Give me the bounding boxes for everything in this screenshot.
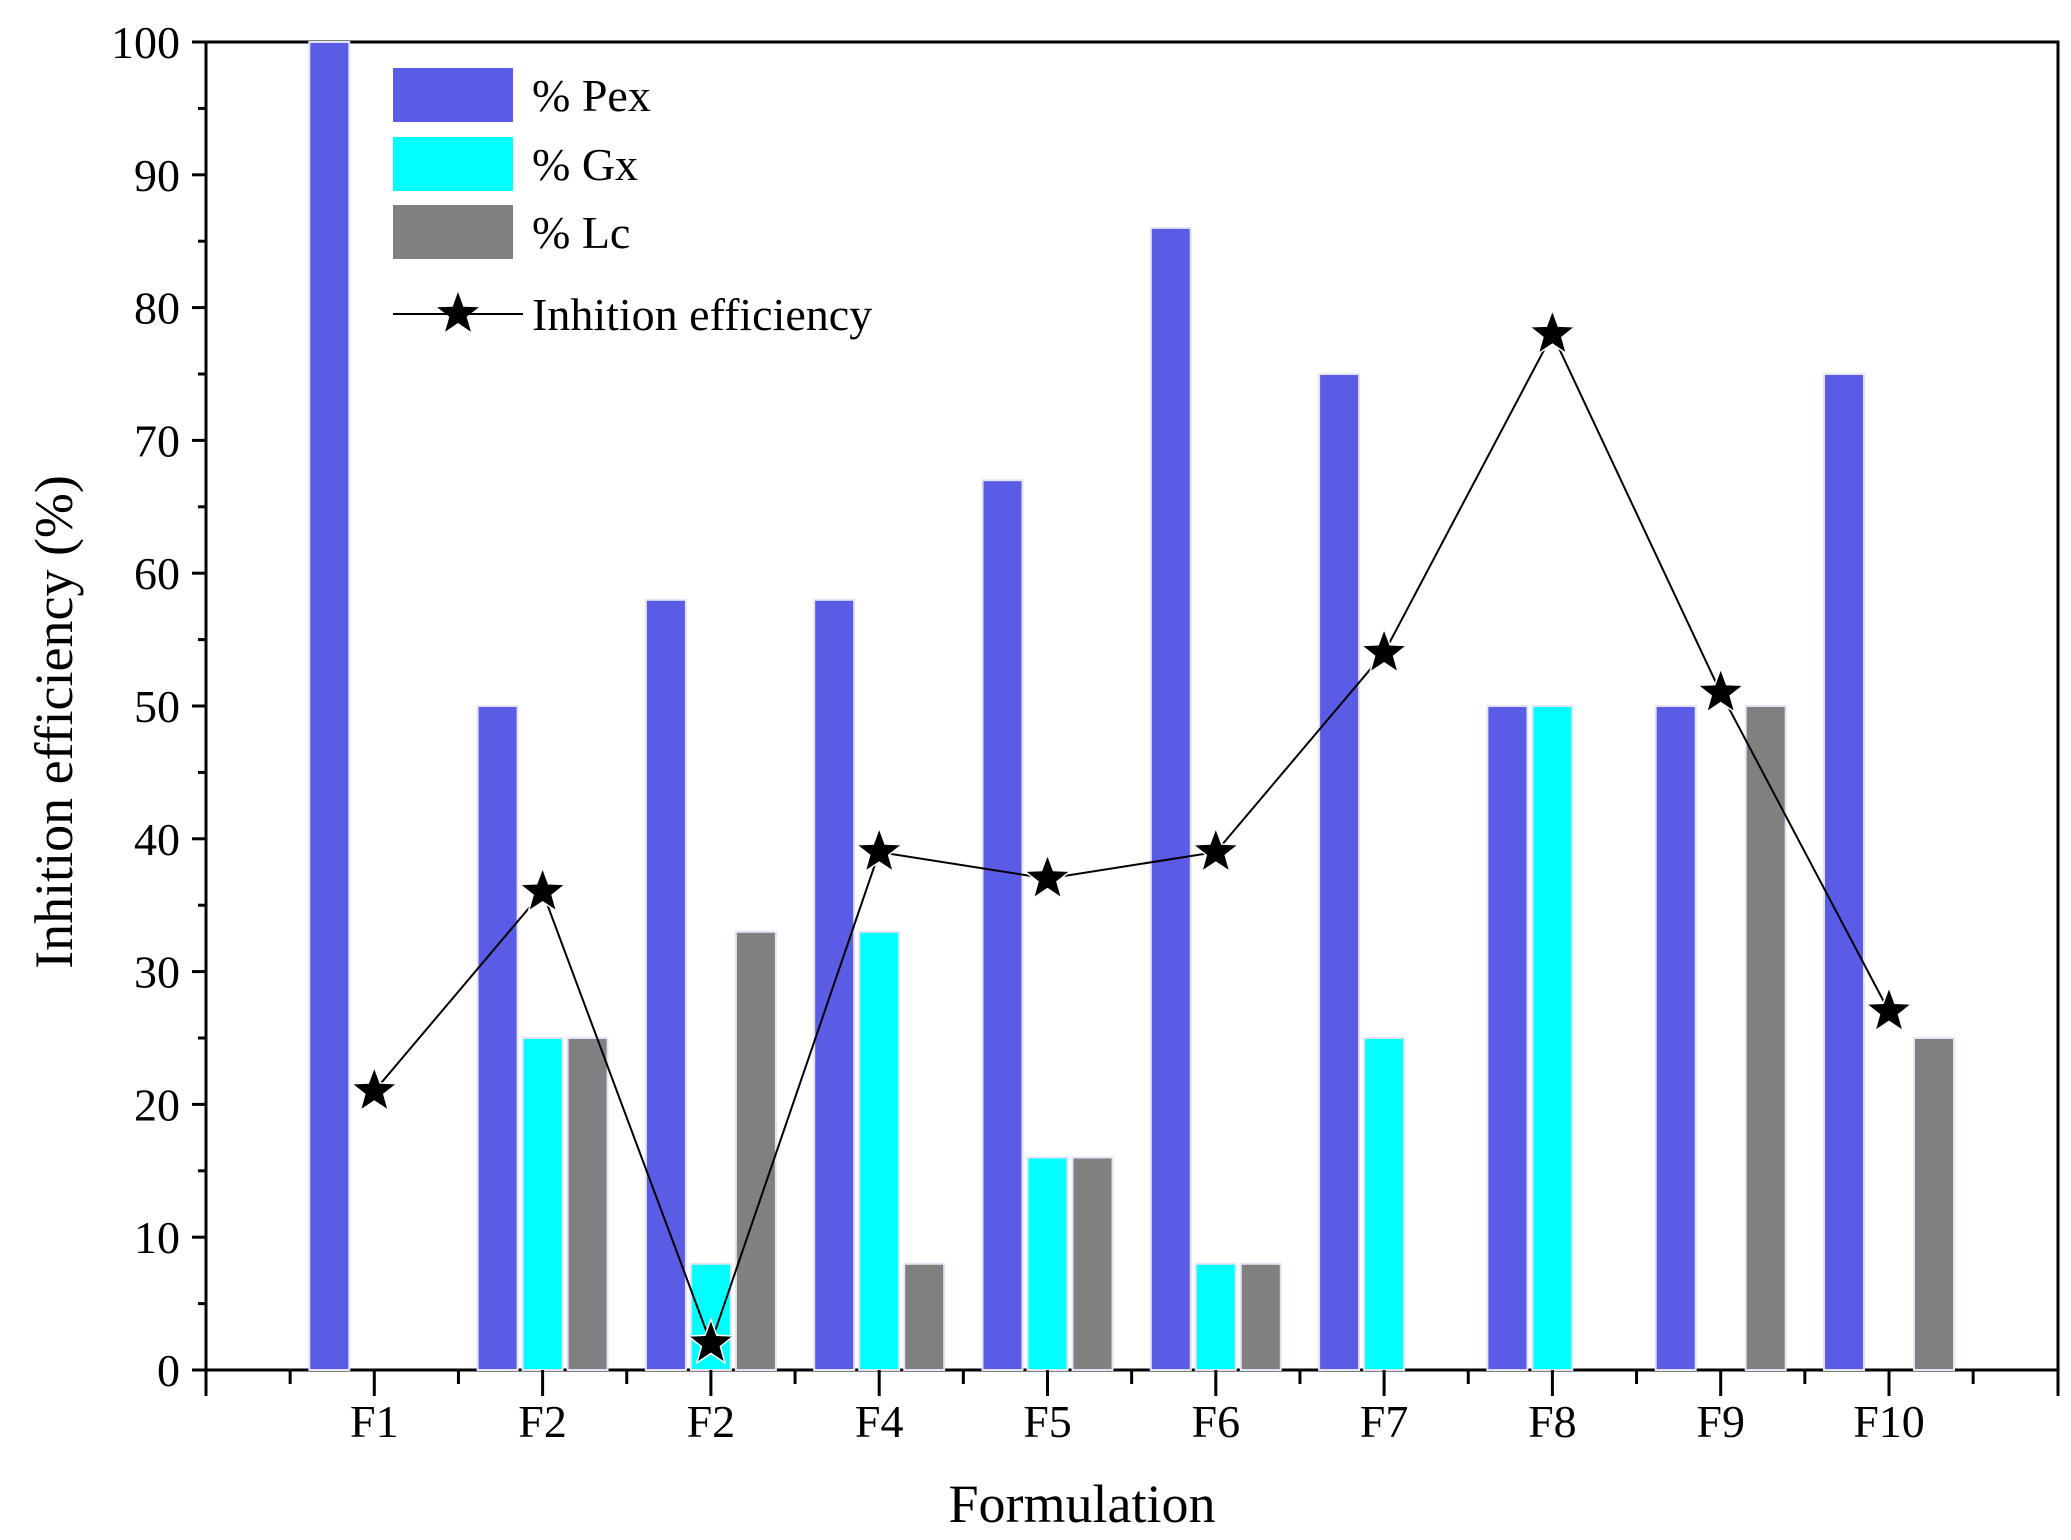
point-inhition-efficiency-3	[686, 1317, 736, 1365]
bars-layer	[308, 41, 1955, 1372]
point-inhition-efficiency-4	[854, 825, 905, 874]
bar-pex-2	[476, 705, 519, 1371]
bar-gx-7	[1363, 1037, 1406, 1371]
x-tick-label-7: F7	[1360, 1396, 1409, 1447]
y-tick-label: 10	[134, 1212, 180, 1263]
point-inhition-efficiency-9	[1695, 666, 1746, 714]
legend-swatch-lc	[393, 205, 513, 259]
x-axis-title: Formulation	[949, 1474, 1216, 1534]
y-tick-label: 100	[111, 17, 180, 68]
x-tick-label-4: F4	[855, 1396, 904, 1447]
bar-lc-2	[566, 1037, 609, 1371]
bar-lc-4	[903, 1262, 946, 1372]
legend-label-lc: % Lc	[532, 207, 630, 258]
bar-pex-3	[644, 598, 687, 1371]
line-inhition-efficiency	[373, 331, 1890, 1347]
x-tick-label-5: F5	[1023, 1396, 1072, 1447]
bar-pex-8	[1486, 705, 1529, 1371]
y-tick-label: 30	[134, 947, 180, 998]
y-tick-label: 60	[134, 548, 180, 599]
legend-swatch-gx	[393, 137, 513, 191]
bar-pex-5	[981, 479, 1024, 1371]
x-tick-label-6: F6	[1192, 1396, 1241, 1447]
bar-gx-6	[1194, 1262, 1237, 1372]
bar-gx-4	[858, 930, 901, 1371]
y-tick-label: 0	[157, 1345, 180, 1396]
y-axis-title: Inhition efficiency (%)	[24, 475, 84, 969]
bar-pex-9	[1654, 705, 1697, 1371]
bar-pex-1	[308, 41, 351, 1371]
y-tick-label: 80	[134, 283, 180, 334]
legend-swatch-pex	[393, 68, 513, 122]
legend-label-inhition-efficiency: Inhition efficiency	[532, 289, 872, 340]
bar-lc-3	[734, 930, 777, 1371]
point-inhition-efficiency-10	[1864, 985, 1914, 1033]
point-inhition-efficiency-7	[1359, 626, 1409, 675]
legend-label-gx: % Gx	[532, 139, 638, 190]
bar-pex-7	[1318, 373, 1361, 1371]
bar-gx-5	[1026, 1156, 1069, 1371]
x-tick-label-3: F2	[687, 1396, 736, 1447]
point-inhition-efficiency-6	[1190, 825, 1241, 874]
point-inhition-efficiency-2	[517, 865, 568, 914]
bar-lc-10	[1913, 1037, 1955, 1371]
x-tick-label-8: F8	[1528, 1396, 1577, 1447]
y-tick-label: 40	[134, 814, 180, 865]
y-tick-label: 90	[134, 150, 180, 201]
x-tick-label-9: F9	[1696, 1396, 1745, 1447]
legend-label-pex: % Pex	[532, 70, 651, 121]
axes-layer: 0 10 20 30 40 50 60 70 80 90 100 F1 F2 F2 F4 F5 F6 F7 F8 F9…	[111, 17, 2060, 1447]
legend: % Pex % Gx % Lc Inhition efficiency	[393, 68, 872, 340]
point-inhition-efficiency-1	[349, 1064, 400, 1113]
bar-gx-2	[521, 1037, 564, 1371]
x-tick-label-1: F1	[350, 1396, 399, 1447]
x-tick-label-2: F2	[518, 1396, 567, 1447]
bar-pex-6	[1149, 226, 1192, 1371]
bar-lc-6	[1239, 1262, 1282, 1372]
y-tick-label: 50	[134, 681, 180, 732]
x-tick-label-10: F10	[1853, 1396, 1925, 1447]
legend-marker-inhition-efficiency	[437, 292, 479, 332]
y-tick-label: 70	[134, 415, 180, 466]
bar-lc-9	[1744, 705, 1787, 1371]
bar-lc-5	[1071, 1156, 1114, 1371]
bar-pex-10	[1823, 373, 1865, 1371]
line-layer	[349, 308, 1914, 1365]
y-tick-label: 20	[134, 1079, 180, 1130]
bar-gx-8	[1531, 705, 1574, 1371]
point-inhition-efficiency-5	[1022, 852, 1073, 900]
point-inhition-efficiency-8	[1527, 308, 1578, 356]
